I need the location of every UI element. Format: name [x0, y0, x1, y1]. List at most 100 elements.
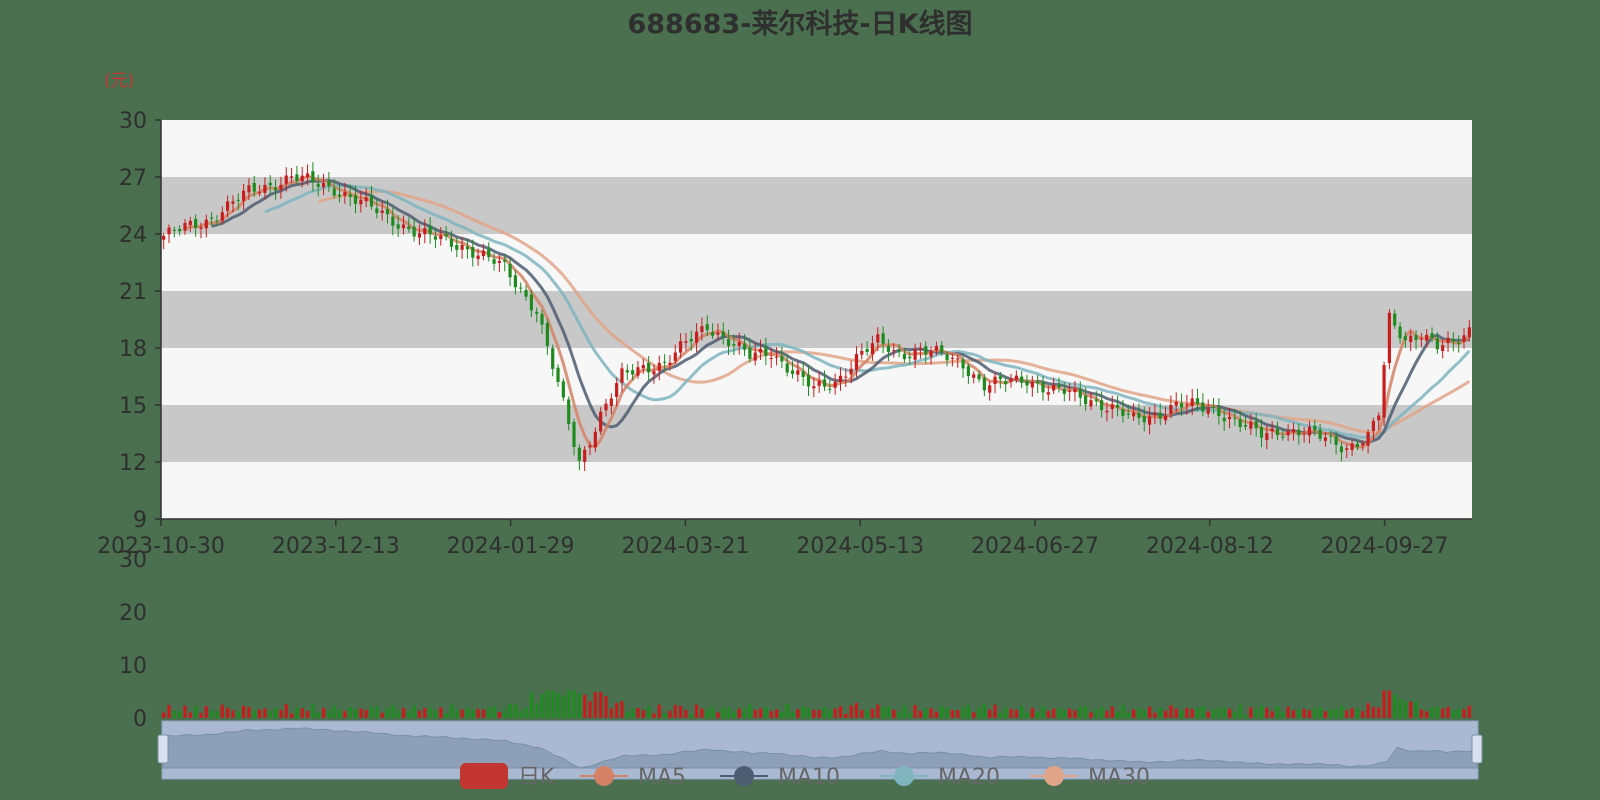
- volume-bar: [1302, 708, 1306, 718]
- volume-bar: [1318, 706, 1322, 718]
- legend-item-k[interactable]: 日K: [460, 763, 555, 790]
- volume-bar: [210, 710, 214, 718]
- candle-body: [188, 220, 192, 226]
- candle-body: [609, 398, 613, 406]
- candle-body: [1227, 416, 1232, 420]
- volume-bar: [1339, 705, 1344, 718]
- volume-bar: [242, 705, 246, 718]
- candle-body: [604, 403, 608, 411]
- candle-body: [828, 388, 832, 390]
- candle-body: [1414, 335, 1418, 341]
- candle-body: [460, 244, 464, 250]
- volume-bar: [966, 705, 970, 718]
- candle-body: [492, 259, 496, 264]
- legend-item-ma10[interactable]: MA10: [720, 765, 840, 790]
- volume-bar: [236, 711, 240, 718]
- legend-item-ma30[interactable]: MA30: [1030, 765, 1150, 790]
- volume-bar: [1121, 704, 1125, 718]
- candle-body: [876, 334, 880, 343]
- volume-bar: [417, 710, 422, 718]
- datazoom-left-handle[interactable]: [157, 734, 169, 764]
- candle-body: [780, 356, 784, 362]
- datazoom-slider[interactable]: [157, 720, 1483, 780]
- price-y-axis: 30 27 24 21 18 15 12 9: [119, 109, 162, 533]
- candle-body: [476, 255, 480, 259]
- legend-item-ma20[interactable]: MA20: [880, 765, 1000, 790]
- volume-bar: [1259, 705, 1264, 718]
- volume-bar: [204, 706, 208, 718]
- candle-body: [295, 174, 299, 181]
- volume-bar: [1270, 711, 1274, 718]
- candle-body: [940, 345, 944, 353]
- volume-bar: [860, 710, 864, 718]
- volume-bar: [817, 709, 821, 718]
- candle-body: [497, 260, 502, 263]
- candle-body: [348, 194, 352, 198]
- candle-body: [236, 199, 240, 201]
- candle-body: [391, 216, 395, 226]
- candle-body: [1211, 407, 1216, 409]
- volume-bar: [247, 707, 251, 718]
- candle-body: [924, 346, 928, 355]
- volume-bar: [162, 712, 166, 718]
- volume-bar: [455, 709, 459, 718]
- candle-body: [988, 385, 992, 393]
- candle-body: [705, 324, 709, 331]
- candle-body: [167, 227, 171, 235]
- volume-bar: [385, 708, 390, 718]
- candle-body: [764, 347, 768, 357]
- candle-body: [1323, 437, 1328, 441]
- volume-bar: [1419, 709, 1423, 718]
- candle-body: [1222, 417, 1226, 422]
- volume-bar: [774, 709, 779, 718]
- datazoom-right-handle[interactable]: [1471, 734, 1483, 764]
- volume-bar: [806, 707, 811, 718]
- candle-body: [1430, 333, 1434, 339]
- candle-body: [641, 365, 645, 369]
- candle-body: [721, 331, 725, 337]
- candle-body: [583, 449, 587, 462]
- volume-bar: [519, 710, 523, 718]
- legend-item-ma5[interactable]: MA5: [580, 765, 686, 790]
- volume-bar: [1084, 706, 1088, 718]
- candle-body: [1046, 392, 1050, 395]
- volume-bar: [1137, 708, 1141, 718]
- volume-bar: [1227, 708, 1232, 718]
- candle-body: [1259, 426, 1264, 438]
- legend-marker: [594, 766, 614, 786]
- volume-bar: [838, 706, 843, 718]
- candle-body: [1403, 336, 1407, 341]
- volume-bar: [1297, 709, 1301, 718]
- candle-body: [1217, 407, 1221, 417]
- candle-body: [508, 264, 512, 278]
- volume-bar: [870, 708, 875, 718]
- y-tick-label: 9: [133, 508, 147, 533]
- candle-body: [998, 376, 1002, 380]
- volume-bar: [561, 695, 565, 718]
- volume-bar: [172, 710, 176, 718]
- volume-bar: [1094, 709, 1098, 718]
- volume-bar: [764, 707, 768, 718]
- candle-body: [1345, 448, 1349, 450]
- candle-body: [210, 217, 214, 219]
- volume-bar: [300, 708, 304, 718]
- candle-body: [503, 259, 507, 262]
- candle-body: [577, 447, 581, 461]
- candle-body: [934, 346, 939, 351]
- candle-body: [284, 175, 288, 184]
- candle-body: [257, 192, 262, 194]
- volume-bar: [886, 706, 891, 718]
- candle-body: [897, 350, 901, 353]
- candle-body: [407, 226, 411, 230]
- volume-bar: [535, 702, 539, 718]
- candle-body: [561, 381, 565, 398]
- candle-body: [321, 183, 326, 188]
- volume-bar: [604, 696, 608, 718]
- candle-body: [242, 190, 246, 201]
- volume-bar: [199, 712, 203, 718]
- volume-bar: [849, 705, 853, 718]
- candle-body: [1371, 420, 1376, 431]
- volume-bar: [1057, 708, 1061, 718]
